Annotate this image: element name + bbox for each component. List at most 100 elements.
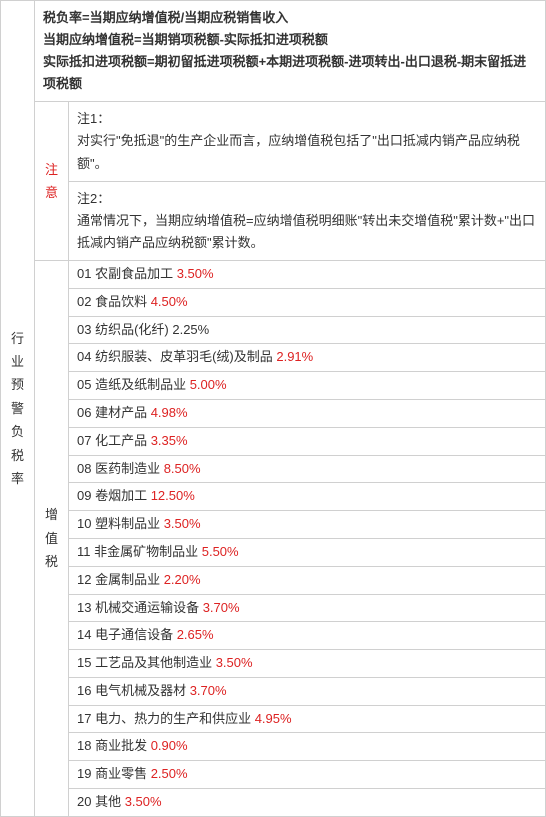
industry-name: 商业批发 bbox=[95, 738, 151, 753]
industry-cell: 18 商业批发 0.90% bbox=[69, 733, 546, 761]
table-row: 增值税01 农副食品加工 3.50% bbox=[1, 260, 546, 288]
note1-cell: 注1：对实行"免抵退"的生产企业而言，应纳增值税包括了"出口抵减内销产品应纳税额… bbox=[69, 102, 546, 181]
note2-cell: 注2：通常情况下，当期应纳增值税=应纳增值税明细账"转出未交增值税"累计数+"出… bbox=[69, 181, 546, 260]
industry-rate: 3.50% bbox=[177, 266, 214, 281]
table-row: 02 食品饮料 4.50% bbox=[1, 288, 546, 316]
industry-num: 15 bbox=[77, 655, 95, 670]
table-row: 12 金属制品业 2.20% bbox=[1, 566, 546, 594]
industry-name: 农副食品加工 bbox=[95, 266, 177, 281]
industry-num: 14 bbox=[77, 627, 95, 642]
formula-line: 实际抵扣进项税额=期初留抵进项税额+本期进项税额-进项转出-出口退税-期末留抵进… bbox=[43, 51, 537, 95]
formula-cell: 税负率=当期应纳增值税/当期应税销售收入当期应纳增值税=当期销项税额-实际抵扣进… bbox=[35, 1, 546, 102]
table-row: 04 纺织服装、皮革羽毛(绒)及制品 2.91% bbox=[1, 344, 546, 372]
industry-num: 18 bbox=[77, 738, 95, 753]
table-row: 16 电气机械及器材 3.70% bbox=[1, 677, 546, 705]
table-row: 18 商业批发 0.90% bbox=[1, 733, 546, 761]
industry-name: 建材产品 bbox=[95, 405, 151, 420]
industry-rate: 2.65% bbox=[177, 627, 214, 642]
industry-rate: 4.95% bbox=[255, 711, 292, 726]
industry-rate: 5.50% bbox=[202, 544, 239, 559]
industry-rate: 3.50% bbox=[125, 794, 162, 809]
industry-name: 金属制品业 bbox=[95, 572, 164, 587]
industry-num: 16 bbox=[77, 683, 95, 698]
industry-name: 机械交通运输设备 bbox=[95, 600, 203, 615]
industry-rate: 3.70% bbox=[190, 683, 227, 698]
industry-num: 07 bbox=[77, 433, 95, 448]
industry-name: 其他 bbox=[95, 794, 125, 809]
table-row: 08 医药制造业 8.50% bbox=[1, 455, 546, 483]
industry-rate: 3.35% bbox=[151, 433, 188, 448]
industry-name: 非金属矿物制品业 bbox=[94, 544, 202, 559]
industry-cell: 04 纺织服装、皮革羽毛(绒)及制品 2.91% bbox=[69, 344, 546, 372]
table-row: 19 商业零售 2.50% bbox=[1, 761, 546, 789]
industry-num: 09 bbox=[77, 488, 95, 503]
industry-rate: 3.50% bbox=[164, 516, 201, 531]
industry-cell: 06 建材产品 4.98% bbox=[69, 399, 546, 427]
industry-num: 13 bbox=[77, 600, 95, 615]
industry-num: 20 bbox=[77, 794, 95, 809]
industry-num: 10 bbox=[77, 516, 95, 531]
industry-num: 11 bbox=[77, 544, 94, 559]
table-row: 05 造纸及纸制品业 5.00% bbox=[1, 372, 546, 400]
industry-cell: 07 化工产品 3.35% bbox=[69, 427, 546, 455]
industry-rate: 4.50% bbox=[151, 294, 188, 309]
industry-cell: 11 非金属矿物制品业 5.50% bbox=[69, 538, 546, 566]
industry-num: 05 bbox=[77, 377, 95, 392]
industry-num: 19 bbox=[77, 766, 95, 781]
industry-name: 电子通信设备 bbox=[95, 627, 177, 642]
industry-cell: 01 农副食品加工 3.50% bbox=[69, 260, 546, 288]
industry-name: 电力、热力的生产和供应业 bbox=[95, 711, 255, 726]
industry-rate: 3.70% bbox=[203, 600, 240, 615]
table-row: 03 纺织品(化纤) 2.25% bbox=[1, 316, 546, 344]
industry-rate: 8.50% bbox=[164, 461, 201, 476]
table-row: 20 其他 3.50% bbox=[1, 789, 546, 817]
industry-cell: 10 塑料制品业 3.50% bbox=[69, 511, 546, 539]
industry-cell: 16 电气机械及器材 3.70% bbox=[69, 677, 546, 705]
industry-rate: 2.91% bbox=[276, 349, 313, 364]
industry-name: 纺织品(化纤) bbox=[95, 322, 172, 337]
industry-num: 03 bbox=[77, 322, 95, 337]
industry-num: 01 bbox=[77, 266, 95, 281]
industry-name: 商业零售 bbox=[95, 766, 151, 781]
formula-line: 当期应纳增值税=当期销项税额-实际抵扣进项税额 bbox=[43, 29, 537, 51]
note1-label: 注1： bbox=[77, 108, 537, 130]
vat-label: 增值税 bbox=[35, 260, 69, 816]
formula-line: 税负率=当期应纳增值税/当期应税销售收入 bbox=[43, 7, 537, 29]
industry-rate: 0.90% bbox=[151, 738, 188, 753]
note1-text: 对实行"免抵退"的生产企业而言，应纳增值税包括了"出口抵减内销产品应纳税额"。 bbox=[77, 130, 537, 174]
industry-cell: 03 纺织品(化纤) 2.25% bbox=[69, 316, 546, 344]
industry-cell: 20 其他 3.50% bbox=[69, 789, 546, 817]
industry-cell: 02 食品饮料 4.50% bbox=[69, 288, 546, 316]
note2-label: 注2： bbox=[77, 188, 537, 210]
industry-name: 医药制造业 bbox=[95, 461, 164, 476]
industry-name: 化工产品 bbox=[95, 433, 151, 448]
table-row: 13 机械交通运输设备 3.70% bbox=[1, 594, 546, 622]
industry-num: 17 bbox=[77, 711, 95, 726]
industry-cell: 14 电子通信设备 2.65% bbox=[69, 622, 546, 650]
industry-num: 02 bbox=[77, 294, 95, 309]
industry-cell: 12 金属制品业 2.20% bbox=[69, 566, 546, 594]
table-row: 09 卷烟加工 12.50% bbox=[1, 483, 546, 511]
left-header: 行业预警负税率 bbox=[1, 1, 35, 817]
industry-num: 06 bbox=[77, 405, 95, 420]
industry-cell: 15 工艺品及其他制造业 3.50% bbox=[69, 650, 546, 678]
table-row: 06 建材产品 4.98% bbox=[1, 399, 546, 427]
industry-cell: 17 电力、热力的生产和供应业 4.95% bbox=[69, 705, 546, 733]
industry-num: 12 bbox=[77, 572, 95, 587]
industry-cell: 19 商业零售 2.50% bbox=[69, 761, 546, 789]
tax-rate-table: 行业预警负税率税负率=当期应纳增值税/当期应税销售收入当期应纳增值税=当期销项税… bbox=[0, 0, 546, 817]
notice-label: 注意 bbox=[35, 102, 69, 261]
industry-name: 纺织服装、皮革羽毛(绒)及制品 bbox=[95, 349, 276, 364]
table-row: 14 电子通信设备 2.65% bbox=[1, 622, 546, 650]
table-row: 07 化工产品 3.35% bbox=[1, 427, 546, 455]
table-row: 17 电力、热力的生产和供应业 4.95% bbox=[1, 705, 546, 733]
industry-name: 塑料制品业 bbox=[95, 516, 164, 531]
industry-rate: 3.50% bbox=[216, 655, 253, 670]
industry-rate: 5.00% bbox=[190, 377, 227, 392]
table-row: 11 非金属矿物制品业 5.50% bbox=[1, 538, 546, 566]
industry-name: 电气机械及器材 bbox=[95, 683, 190, 698]
table-row: 15 工艺品及其他制造业 3.50% bbox=[1, 650, 546, 678]
industry-rate: 2.20% bbox=[164, 572, 201, 587]
table-row: 10 塑料制品业 3.50% bbox=[1, 511, 546, 539]
industry-rate: 2.50% bbox=[151, 766, 188, 781]
